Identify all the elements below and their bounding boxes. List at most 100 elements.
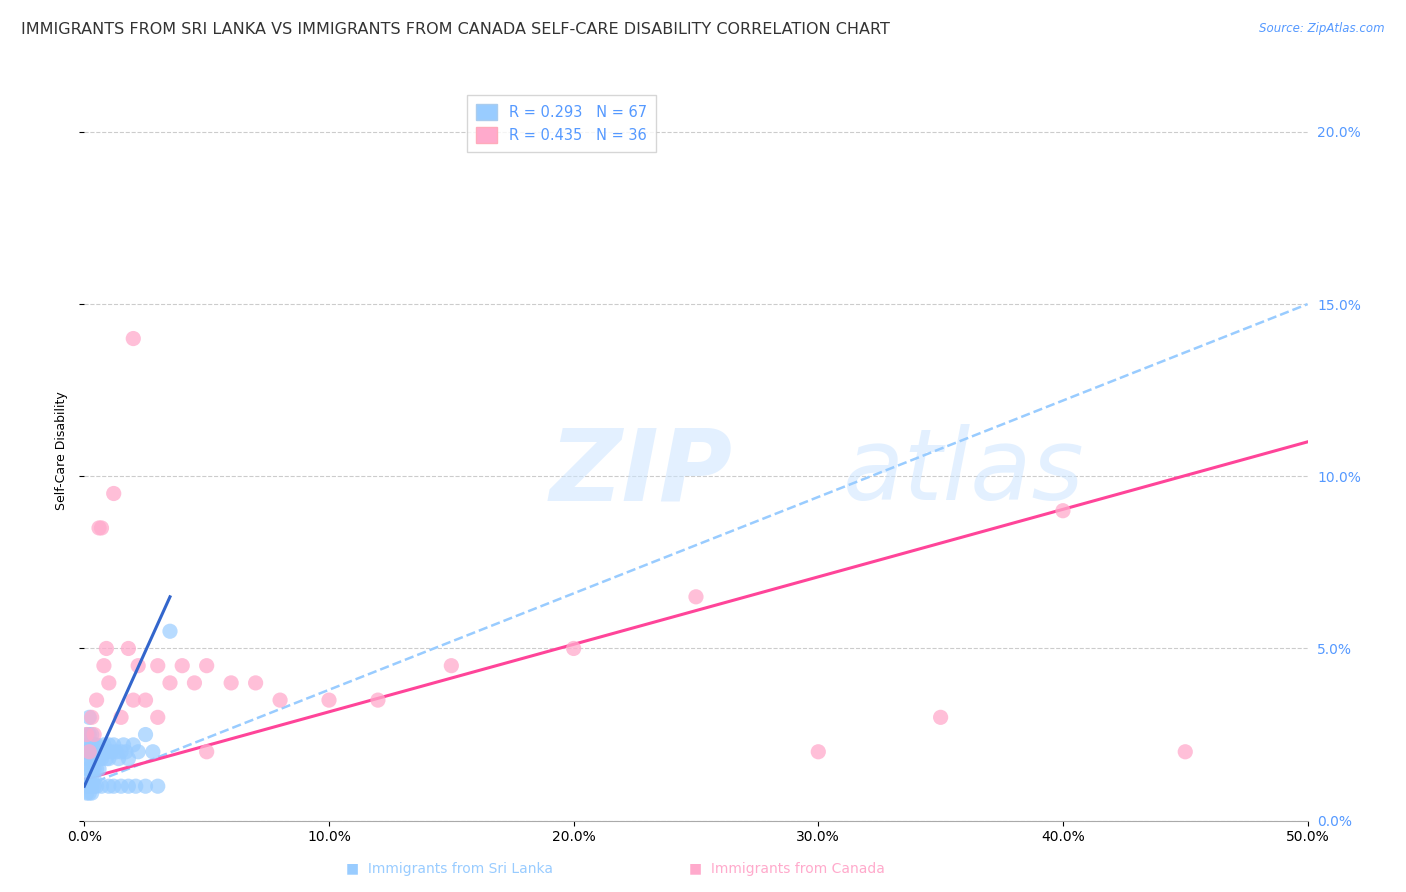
Point	[97, 676, 120, 690]
Point	[86, 745, 108, 759]
Point	[1174, 745, 1197, 759]
Point	[127, 745, 149, 759]
Point	[76, 745, 98, 759]
Y-axis label: Self-Care Disability: Self-Care Disability	[55, 391, 67, 510]
Point	[1052, 504, 1074, 518]
Point	[76, 762, 98, 776]
Point	[110, 745, 132, 759]
Point	[77, 727, 100, 741]
Point	[110, 710, 132, 724]
Point	[80, 786, 103, 800]
Point	[122, 332, 145, 346]
Point	[77, 786, 100, 800]
Point	[93, 745, 115, 759]
Point	[87, 752, 110, 766]
Point	[90, 745, 112, 759]
Point	[77, 772, 100, 787]
Point	[135, 779, 157, 793]
Point	[195, 745, 218, 759]
Point	[807, 745, 830, 759]
Point	[80, 710, 103, 724]
Point	[80, 779, 103, 793]
Point	[97, 738, 120, 752]
Text: atlas: atlas	[842, 425, 1084, 521]
Point	[83, 727, 105, 741]
Point	[146, 779, 169, 793]
Point	[86, 752, 108, 766]
Point	[135, 727, 157, 741]
Point	[117, 752, 139, 766]
Point	[135, 693, 157, 707]
Point	[142, 745, 165, 759]
Point	[83, 738, 105, 752]
Text: ■  Immigrants from Sri Lanka: ■ Immigrants from Sri Lanka	[346, 862, 554, 876]
Point	[93, 738, 115, 752]
Point	[80, 745, 103, 759]
Point	[86, 738, 108, 752]
Point	[96, 752, 118, 766]
Point	[77, 745, 100, 759]
Point	[86, 693, 108, 707]
Point	[112, 738, 135, 752]
Point	[269, 693, 291, 707]
Point	[83, 745, 105, 759]
Text: IMMIGRANTS FROM SRI LANKA VS IMMIGRANTS FROM CANADA SELF-CARE DISABILITY CORRELA: IMMIGRANTS FROM SRI LANKA VS IMMIGRANTS …	[21, 22, 890, 37]
Point	[76, 738, 98, 752]
Point	[76, 727, 98, 741]
Point	[117, 779, 139, 793]
Point	[90, 779, 112, 793]
Point	[83, 772, 105, 787]
Point	[86, 779, 108, 793]
Text: Source: ZipAtlas.com: Source: ZipAtlas.com	[1260, 22, 1385, 36]
Point	[125, 779, 148, 793]
Point	[105, 745, 128, 759]
Point	[86, 762, 108, 776]
Point	[195, 658, 218, 673]
Point	[80, 772, 103, 787]
Point	[76, 786, 98, 800]
Point	[97, 779, 120, 793]
Point	[115, 745, 138, 759]
Point	[110, 779, 132, 793]
Point	[122, 738, 145, 752]
Point	[367, 693, 389, 707]
Point	[77, 745, 100, 759]
Point	[127, 658, 149, 673]
Point	[83, 762, 105, 776]
Point	[80, 738, 103, 752]
Point	[440, 658, 463, 673]
Point	[103, 779, 125, 793]
Point	[97, 752, 120, 766]
Point	[159, 624, 181, 639]
Point	[685, 590, 707, 604]
Point	[77, 738, 100, 752]
Point	[103, 486, 125, 500]
Point	[107, 752, 129, 766]
Point	[96, 745, 118, 759]
Point	[122, 693, 145, 707]
Point	[93, 658, 115, 673]
Point	[117, 641, 139, 656]
Point	[159, 676, 181, 690]
Point	[77, 710, 100, 724]
Point	[80, 727, 103, 741]
Point	[76, 752, 98, 766]
Point	[318, 693, 340, 707]
Text: ■  Immigrants from Canada: ■ Immigrants from Canada	[689, 862, 886, 876]
Point	[77, 779, 100, 793]
Point	[929, 710, 952, 724]
Point	[77, 752, 100, 766]
Point	[103, 738, 125, 752]
Point	[172, 658, 194, 673]
Text: ZIP: ZIP	[550, 425, 733, 521]
Point	[76, 727, 98, 741]
Point	[83, 752, 105, 766]
Point	[90, 752, 112, 766]
Point	[87, 521, 110, 535]
Point	[80, 752, 103, 766]
Point	[146, 710, 169, 724]
Point	[87, 762, 110, 776]
Point	[87, 745, 110, 759]
Point	[219, 676, 242, 690]
Point	[562, 641, 585, 656]
